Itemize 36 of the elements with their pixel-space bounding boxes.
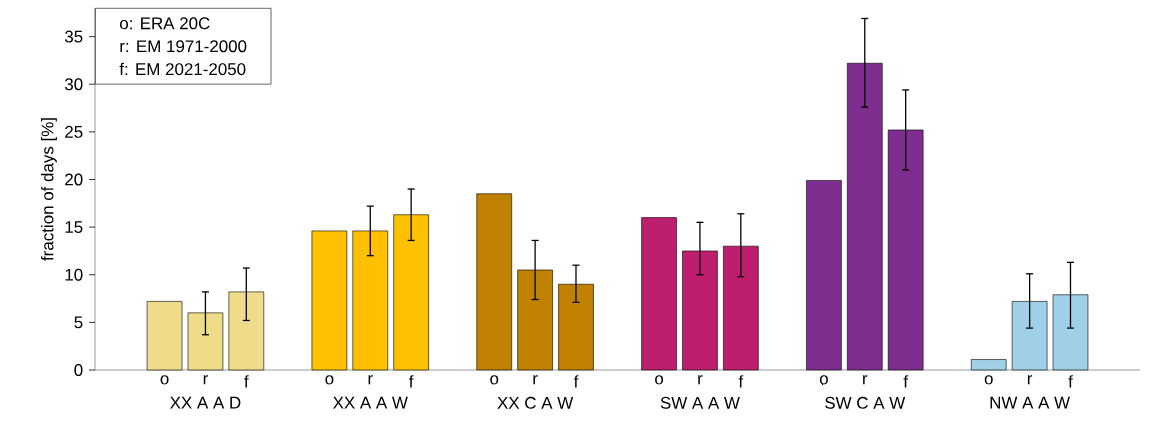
text: o [325, 375, 334, 385]
y-tick-label: 30 [64, 78, 83, 91]
y-tick-label: 25 [65, 125, 83, 138]
y-tick-label: 15 [65, 221, 83, 234]
x-tick-label: NW A A W [990, 396, 1070, 409]
text: o [819, 375, 828, 385]
text: f [738, 375, 744, 388]
text: o [655, 375, 664, 385]
y-tick-label: 10 [65, 268, 83, 281]
annotation: o: ERA 20C [120, 17, 210, 30]
x-tick-label: SW A A W [660, 396, 740, 409]
x-tick-label: SW C A W [825, 396, 906, 409]
series-label: o [160, 375, 169, 385]
annotation: f: EM 2021-2050 [119, 62, 246, 76]
text: r [1027, 375, 1033, 385]
text: f [903, 375, 909, 388]
text: r [698, 375, 703, 385]
x-tick-label: XX C A W [497, 396, 574, 409]
text: f [409, 375, 414, 388]
text: r [533, 375, 538, 385]
text: r [368, 375, 373, 385]
text: f [1068, 375, 1073, 388]
text: f [573, 375, 579, 388]
y-tick-label: 20 [65, 173, 83, 186]
x-tick-label: XX A A W [333, 396, 408, 409]
y-tick-label: 35 [64, 30, 83, 43]
text: r [863, 375, 868, 385]
text: o [490, 375, 499, 385]
y-tick-label: 0 [74, 364, 83, 376]
x-tick-label: XX A A D [170, 396, 241, 409]
text: o [984, 375, 993, 385]
annotation: r: EM 1971-2000 [120, 40, 247, 53]
series-label: f [244, 375, 249, 388]
y-tick-label: 5 [74, 316, 83, 329]
y-axis-title: fraction of days [%] [41, 118, 57, 261]
series-label: r [203, 375, 208, 385]
